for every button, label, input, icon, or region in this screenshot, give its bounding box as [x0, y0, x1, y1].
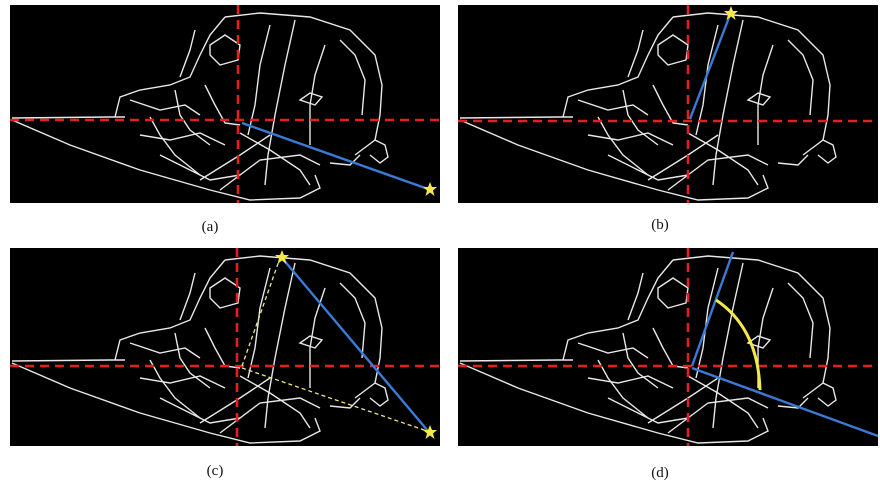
caption-c: (c) — [206, 463, 224, 479]
panel-c-canvas — [10, 248, 440, 446]
panel-d-canvas — [458, 248, 878, 446]
panel-a — [10, 5, 440, 203]
panel-c — [10, 248, 440, 446]
star-icon — [724, 6, 738, 20]
panel-a-canvas — [10, 5, 440, 203]
caption-a: (a) — [201, 219, 219, 235]
angle-arc — [715, 298, 762, 391]
star-icon — [275, 250, 289, 264]
axis-lines — [458, 5, 878, 203]
axis-lines — [10, 248, 440, 446]
fish-skeleton-outline — [11, 255, 389, 444]
axis-lines — [10, 5, 440, 203]
line-to-tail — [691, 366, 878, 438]
connecting-line — [281, 257, 429, 432]
guide-line-top — [241, 257, 281, 367]
bisector-line — [688, 14, 732, 120]
fish-skeleton-outline — [11, 12, 389, 201]
line-to-top — [690, 251, 735, 367]
panel-b — [458, 5, 878, 203]
guide-line-tail — [241, 367, 428, 432]
star-icon — [423, 182, 437, 196]
axis-lines — [458, 248, 878, 446]
fish-skeleton-outline — [459, 12, 837, 201]
caption-b: (b) — [651, 217, 669, 233]
panel-b-canvas — [458, 5, 878, 203]
guide-lines — [241, 257, 428, 432]
caption-d: (d) — [651, 465, 669, 481]
bisector-line — [241, 121, 429, 191]
fish-skeleton-outline — [459, 255, 837, 444]
panel-d — [458, 248, 878, 446]
star-icon — [423, 425, 437, 439]
